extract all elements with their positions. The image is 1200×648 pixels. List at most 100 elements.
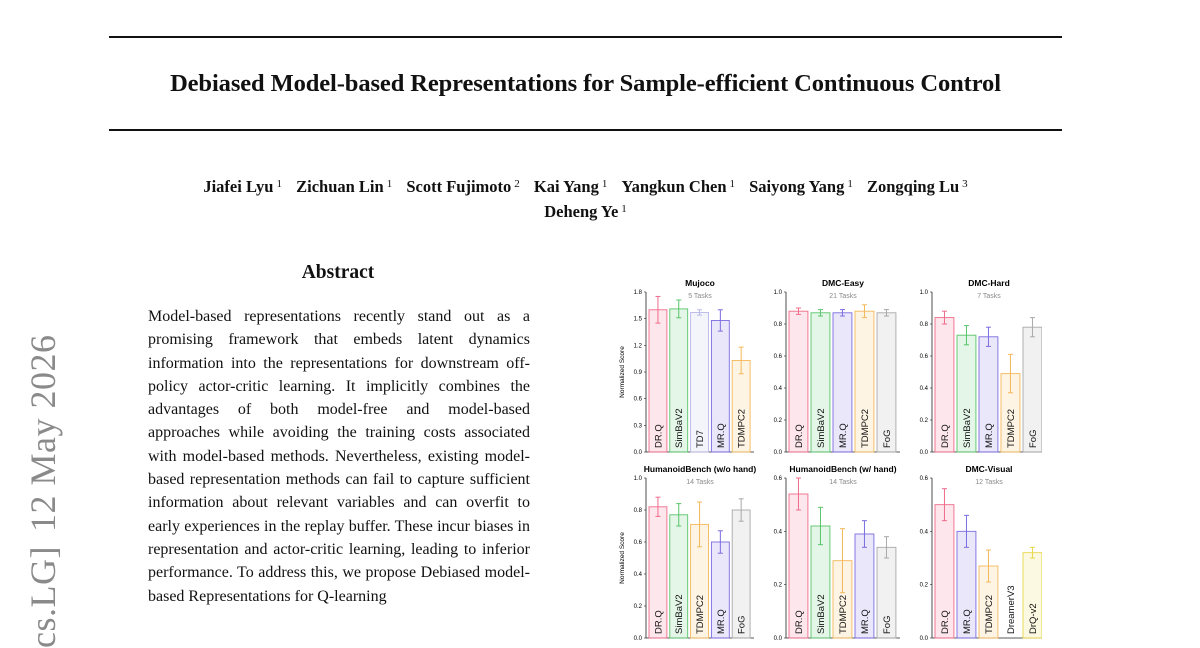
bar-label: DR.Q xyxy=(940,610,951,634)
author-name: Jiafei Lyu xyxy=(203,177,274,196)
arxiv-category: cs.LG] xyxy=(23,546,63,648)
y-tick-label: 0.6 xyxy=(920,354,929,360)
y-tick-label: 0.6 xyxy=(634,540,643,546)
chart-title: HumanoidBench (w/o hand) xyxy=(644,464,757,474)
author-name: Kai Yang xyxy=(533,177,599,196)
chart-title: DMC-Visual xyxy=(965,464,1012,474)
bar-label: DreamerV3 xyxy=(1006,585,1017,634)
bar-label: FoG xyxy=(882,616,893,634)
bar-label: MR.Q xyxy=(984,423,995,448)
bar-label: DR.Q xyxy=(940,424,951,448)
y-tick-label: 0.6 xyxy=(634,397,643,403)
y-tick-label: 0.4 xyxy=(774,386,783,392)
y-tick-label: 0.6 xyxy=(774,476,783,482)
bar-chart-grid: Mujoco 5 Tasks Normalized Score 0.0 0.3 0.6 0.… xyxy=(619,278,1042,642)
y-tick-label: 0.0 xyxy=(774,636,783,642)
y-tick-label: 0.6 xyxy=(774,354,783,360)
y-tick-label: 0.0 xyxy=(920,450,929,456)
bar-label: MR.Q xyxy=(860,609,871,634)
chart-title: DMC-Hard xyxy=(968,278,1010,288)
author-affiliation: 3 xyxy=(962,178,968,190)
chart-subtitle: 21 Tasks xyxy=(829,293,857,300)
chart-subtitle: 5 Tasks xyxy=(688,293,712,300)
arxiv-stamp: cs.LG] 12 May 2026 xyxy=(22,335,64,648)
bar-label: FoG xyxy=(737,616,748,634)
bar-label: FoG xyxy=(1028,430,1039,448)
y-tick-label: 0.9 xyxy=(634,370,643,376)
chart-subtitle: 14 Tasks xyxy=(829,479,857,486)
y-tick-label: 1.2 xyxy=(634,343,643,349)
bar-label: TDMPC2 xyxy=(984,595,995,634)
author-affiliation: 1 xyxy=(276,178,282,190)
y-tick-label: 0.8 xyxy=(920,322,929,328)
bar-label: TDMPC2 xyxy=(1006,409,1017,448)
chart-subtitle: 12 Tasks xyxy=(975,479,1003,486)
paper-title: Debiased Model-based Representations for… xyxy=(170,70,1001,97)
author: Deheng Ye 1 xyxy=(544,202,627,221)
author: Scott Fujimoto 2 xyxy=(406,177,519,196)
y-tick-label: 1.5 xyxy=(634,317,643,323)
y-tick-label: 1.0 xyxy=(920,290,929,296)
author-name: Deheng Ye xyxy=(544,202,619,221)
y-tick-label: 0.2 xyxy=(634,604,643,610)
y-tick-label: 1.0 xyxy=(634,476,643,482)
bar-label: SimBaV2 xyxy=(962,408,973,448)
y-tick-label: 0.3 xyxy=(634,423,643,429)
author-name: Saiyong Yang xyxy=(749,177,845,196)
author: Kai Yang 1 xyxy=(534,177,607,196)
chart-panel: Mujoco 5 Tasks Normalized Score 0.0 0.3 0.6 0.… xyxy=(619,278,754,456)
bar-label: DR.Q xyxy=(653,610,664,634)
y-tick-label: 0.0 xyxy=(774,450,783,456)
author-affiliation: 1 xyxy=(847,178,853,190)
author-name: Zichuan Lin xyxy=(296,177,384,196)
y-tick-label: 0.4 xyxy=(920,529,929,535)
bar-label: DR.Q xyxy=(653,424,664,448)
y-tick-label: 0.0 xyxy=(920,636,929,642)
y-tick-label: 0.2 xyxy=(920,418,929,424)
author-affiliation: 1 xyxy=(729,178,736,190)
y-tick-label: 0.2 xyxy=(774,418,783,424)
arxiv-date: 12 May 2026 xyxy=(23,334,63,533)
author-affiliation: 2 xyxy=(514,178,520,190)
author: Yangkun Chen 1 xyxy=(621,177,735,196)
author-name: Scott Fujimoto xyxy=(406,177,512,196)
y-tick-label: 0.0 xyxy=(634,450,643,456)
y-tick-label: 1.0 xyxy=(774,290,783,296)
chart-panel: DMC-Easy 21 Tasks 0.0 0.2 0.4 0.6 0.8 1.0 DR.Q Si… xyxy=(774,278,900,456)
y-axis-label: Normalized Score xyxy=(619,532,626,584)
bar-label: TDMPC2 xyxy=(737,409,748,448)
bar-label: SimBaV2 xyxy=(816,408,827,448)
author-affiliation: 1 xyxy=(386,178,393,190)
bar-label: DrQ-v2 xyxy=(1028,603,1039,634)
y-tick-label: 0.8 xyxy=(774,322,783,328)
abstract-text: Model-based representations recently sta… xyxy=(148,308,530,605)
chart-panel: DMC-Visual 12 Tasks 0.0 0.2 0.4 0.6 DR.Q MR.Q TD… xyxy=(920,464,1042,642)
author: Saiyong Yang 1 xyxy=(749,177,853,196)
chart-panel: HumanoidBench (w/o hand) 14 Tasks Normaliz… xyxy=(619,464,756,642)
bar-label: FoG xyxy=(882,430,893,448)
bar-label: MR.Q xyxy=(716,609,727,634)
chart-title: HumanoidBench (w/ hand) xyxy=(789,464,896,474)
bar-label: TDMPC2 xyxy=(860,409,871,448)
chart-title: DMC-Easy xyxy=(822,278,864,288)
bar-label: MR.Q xyxy=(716,423,727,448)
results-figure: Mujoco 5 Tasks Normalized Score 0.0 0.3 0.6 0.… xyxy=(612,272,1042,648)
bar-label: TDMPC2 xyxy=(695,595,706,634)
bar-label: DR.Q xyxy=(794,424,805,448)
bar-label: TD7 xyxy=(695,430,706,448)
bar-label: SimBaV2 xyxy=(816,594,827,634)
author-name: Zongqing Lu xyxy=(866,177,960,196)
bar-label: SimBaV2 xyxy=(674,408,685,448)
author: Zongqing Lu 3 xyxy=(867,177,968,196)
author-list: Jiafei Lyu 1 Zichuan Lin 1 Scott Fujimoto 2… xyxy=(100,173,1071,223)
y-tick-label: 0.4 xyxy=(634,572,643,578)
y-tick-label: 0.8 xyxy=(634,508,643,514)
y-tick-label: 1.8 xyxy=(634,290,643,296)
author: Zichuan Lin 1 xyxy=(296,177,392,196)
chart-subtitle: 7 Tasks xyxy=(977,293,1001,300)
author: Jiafei Lyu 1 xyxy=(203,177,282,196)
chart-panel: HumanoidBench (w/ hand) 14 Tasks 0.0 0.2 0.4… xyxy=(774,464,900,642)
author-affiliation: 1 xyxy=(621,203,627,215)
chart-subtitle: 14 Tasks xyxy=(686,479,714,486)
author-affiliation: 1 xyxy=(601,178,608,190)
